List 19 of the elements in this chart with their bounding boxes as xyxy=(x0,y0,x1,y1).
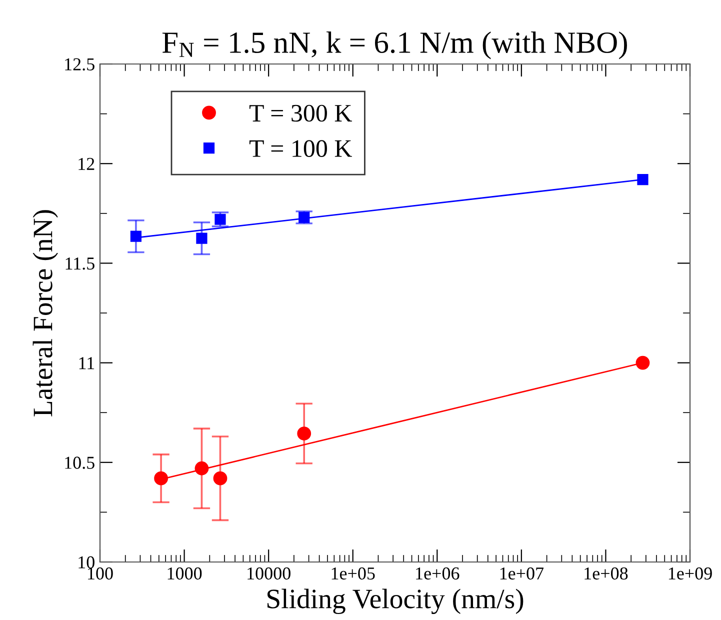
y-tick-label: 10.5 xyxy=(65,456,94,469)
x-axis-title: Sliding Velocity (nm/s) xyxy=(267,588,524,614)
x-tick-label: 10000 xyxy=(248,567,290,580)
y-tick-label: 10 xyxy=(78,556,94,568)
y-tick-label: 12 xyxy=(78,158,94,170)
chart-title: F$_{N}$ = 1.5 nN, k = 6.1 N/m (with NBO) xyxy=(162,32,627,60)
x-tick-label: 100 xyxy=(88,567,113,580)
y-tick-label: 11.5 xyxy=(66,258,94,270)
y-axis-title: Lateral Force (nN) xyxy=(32,210,58,416)
y-tick-label: 11 xyxy=(79,357,94,370)
x-tick-label: 1e+09 xyxy=(668,567,712,580)
y-tick-label: 12.5 xyxy=(65,58,94,71)
x-tick-label: 1e+07 xyxy=(500,567,544,580)
legend-label: T = 300 K xyxy=(249,104,352,122)
x-tick-label: 1e+06 xyxy=(416,567,460,580)
x-tick-label: 1e+08 xyxy=(584,567,628,580)
x-tick-label: 1e+05 xyxy=(332,567,375,580)
legend-label: T = 100 K xyxy=(249,140,352,158)
x-tick-label: 1000 xyxy=(168,567,202,580)
